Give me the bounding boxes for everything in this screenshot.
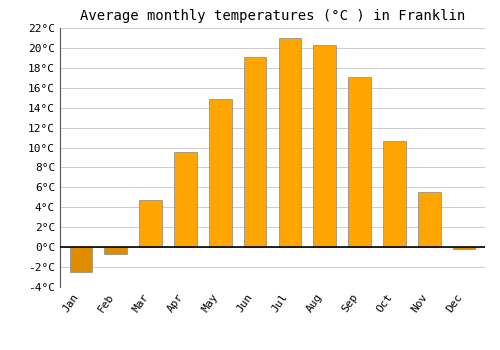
Bar (314, 45, 336, 247)
Bar (348, 77, 371, 247)
Bar (418, 193, 440, 247)
Title: Average monthly temperatures (°C ) in Franklin: Average monthly temperatures (°C ) in Fr… (80, 9, 465, 23)
Bar (209, 99, 232, 247)
Bar (70, 247, 92, 272)
Bar (244, 57, 266, 247)
Bar (174, 152, 197, 247)
Bar (383, 141, 406, 247)
Bar (453, 247, 475, 249)
Bar (104, 247, 127, 254)
Bar (140, 200, 162, 247)
Bar (278, 38, 301, 247)
